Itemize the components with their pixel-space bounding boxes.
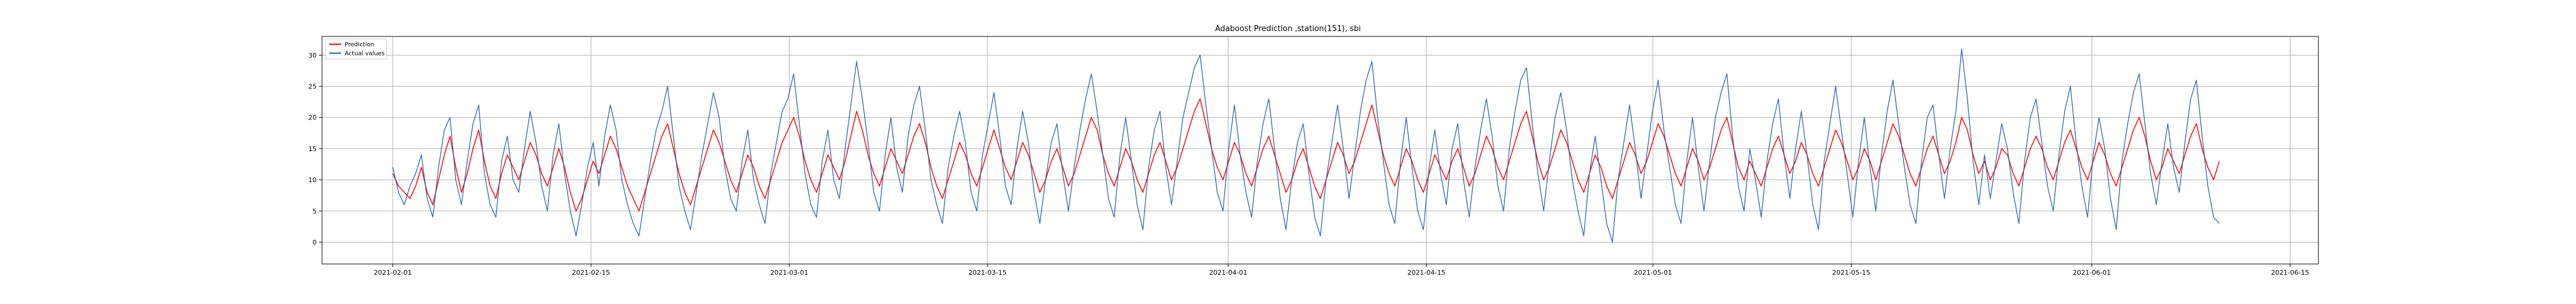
plot-area-frame (321, 36, 2319, 265)
x-tick-label: 2021-05-01 (1634, 269, 1672, 277)
x-tick-label: 2021-03-15 (968, 269, 1007, 277)
x-tick-label: 2021-02-01 (374, 269, 412, 277)
x-tick-label: 2021-05-15 (1832, 269, 1870, 277)
legend: Prediction Actual values (325, 38, 387, 60)
series-line-prediction (392, 98, 2220, 212)
x-tick-label: 2021-03-01 (770, 269, 809, 277)
x-tick-label: 2021-06-15 (2271, 269, 2309, 277)
legend-label-prediction: Prediction (345, 42, 374, 48)
legend-label-actual: Actual values (345, 51, 385, 57)
y-tick-label: 20 (308, 114, 317, 122)
y-tick-label: 5 (312, 207, 317, 215)
y-axis: 0 5 10 15 20 25 30 (308, 51, 322, 246)
y-tick-label: 30 (308, 51, 317, 59)
y-tick-label: 0 (312, 238, 317, 246)
y-tick-label: 15 (308, 145, 317, 153)
x-tick-label: 2021-02-15 (572, 269, 610, 277)
x-tick-label: 2021-04-15 (1407, 269, 1445, 277)
x-tick-label: 2021-06-01 (2073, 269, 2111, 277)
y-tick-label: 25 (308, 83, 317, 91)
series-line-actual (392, 48, 2220, 243)
series-layer (392, 48, 2220, 243)
x-axis: 2021-02-01 2021-02-15 2021-03-01 2021-03-15… (374, 264, 2309, 277)
y-tick-label: 10 (308, 176, 317, 184)
x-tick-label: 2021-04-01 (1209, 269, 1247, 277)
chart-title: Adaboost Prediction ,station(151), sbi (1215, 24, 1361, 33)
grid (322, 36, 2318, 264)
